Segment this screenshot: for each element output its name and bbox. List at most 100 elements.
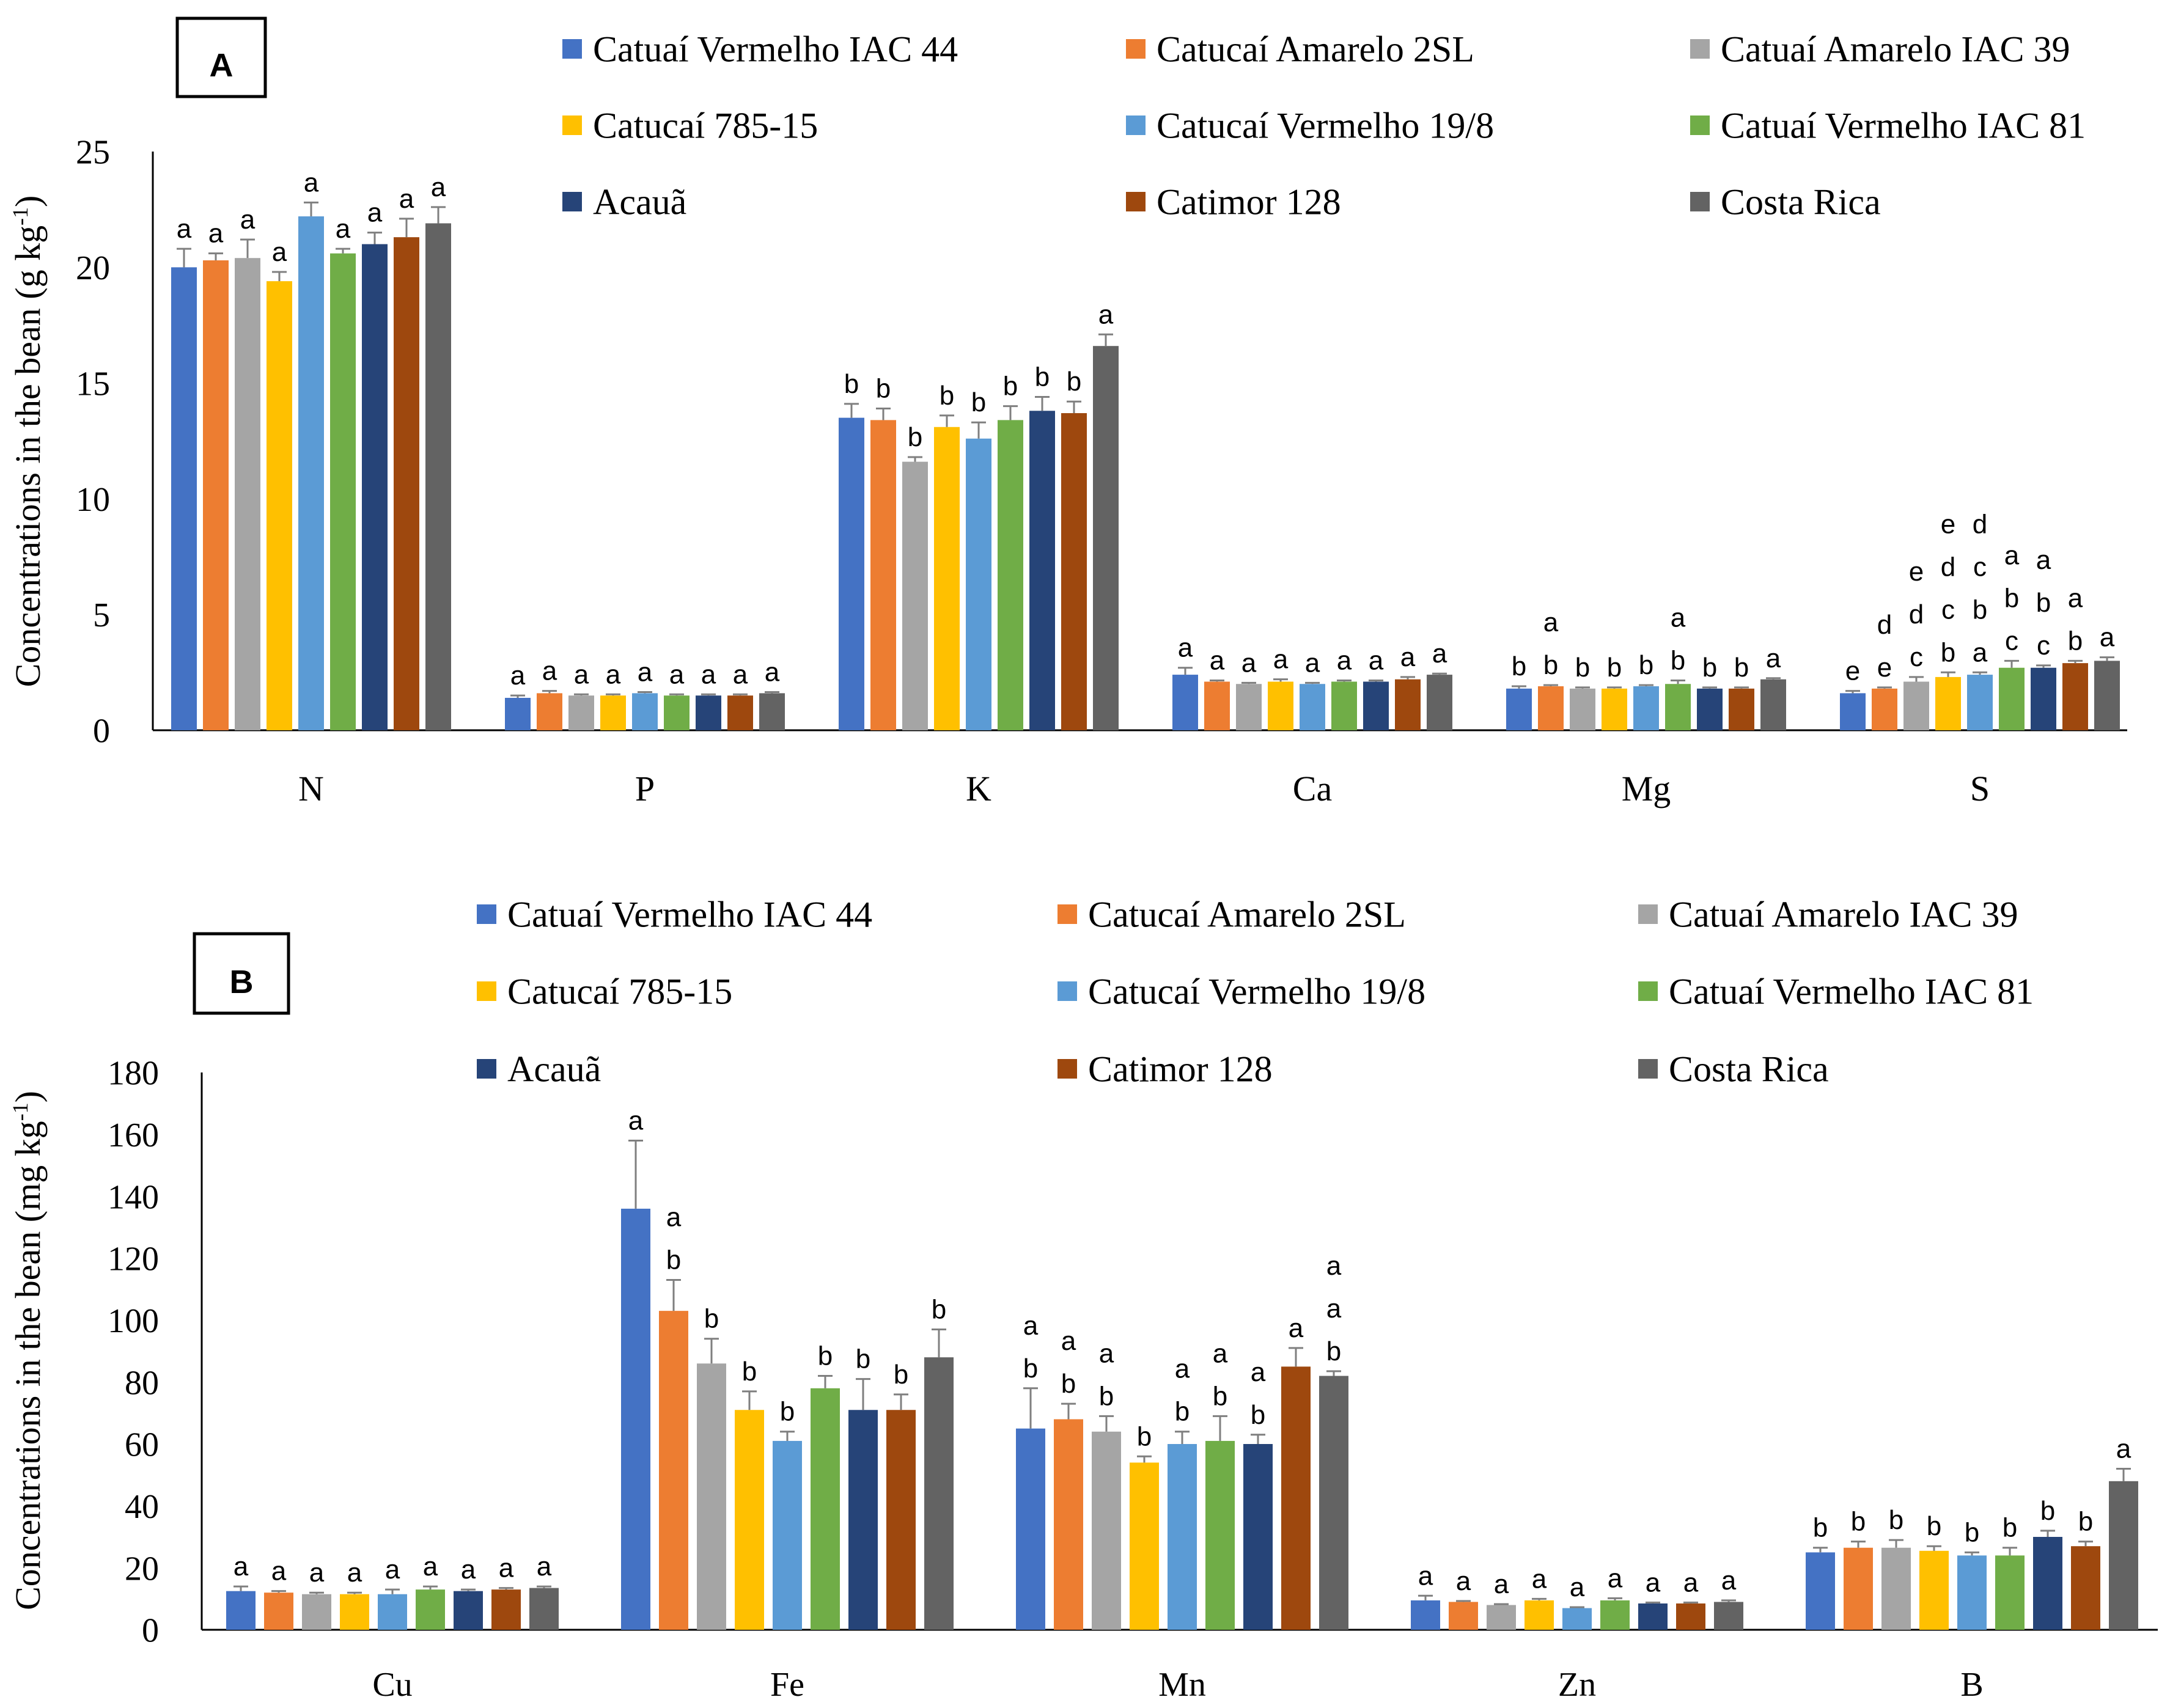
significance-label-s-costa-rica: a [2100, 623, 2115, 653]
bar-b-catuai-vermelho-iac-44 [1806, 1552, 1835, 1630]
significance-label-mg-catucai-amarelo-2sl: ba [1543, 607, 1559, 680]
legend-entry-catuai-vermelho-iac-44: Catuaí Vermelho IAC 44 [507, 894, 872, 934]
significance-label-p-catuai-vermelho-iac-81: a [669, 659, 685, 689]
significance-label-cu-acaua: a [461, 1555, 476, 1585]
bar-p-costa-rica [759, 693, 785, 730]
bar-b-catucai-vermelho-19-8 [1957, 1555, 1987, 1630]
bar-zn-catucai-amarelo-2sl [1449, 1602, 1478, 1630]
bar-zn-catucai-785-15 [1525, 1600, 1554, 1630]
legend-entry-catuai-vermelho-iac-81: Catuaí Vermelho IAC 81 [1721, 105, 2086, 145]
panel-label-box-b [193, 932, 290, 1015]
significance-label-b-catucai-vermelho-19-8: b [1965, 1517, 1979, 1547]
significance-label-ca-catuai-amarelo-iac-39: a [1241, 648, 1257, 678]
legend-entry-catimor-128: Catimor 128 [1088, 1049, 1273, 1089]
significance-label-p-catuai-amarelo-iac-39: a [574, 659, 589, 689]
legend-entry-catuai-vermelho-iac-44: Catuaí Vermelho IAC 44 [593, 29, 958, 69]
significance-label-zn-catucai-vermelho-19-8: a [1570, 1572, 1585, 1602]
significance-label-cu-costa-rica: a [537, 1552, 552, 1582]
legend-entry-costa-rica: Costa Rica [1669, 1049, 1829, 1089]
significance-label-cu-catuai-vermelho-iac-44: a [234, 1552, 249, 1582]
bar-fe-catuai-amarelo-iac-39 [697, 1363, 726, 1630]
significance-label-b-catuai-amarelo-iac-39: b [1889, 1505, 1903, 1535]
bar-ca-catimor-128 [1395, 679, 1421, 730]
significance-label-mg-catuai-vermelho-iac-44: b [1512, 651, 1526, 681]
significance-label-zn-catimor-128: a [1683, 1567, 1699, 1597]
bar-mg-costa-rica [1760, 679, 1786, 730]
y-tick-label-b: 40 [125, 1488, 159, 1526]
significance-label-p-catimor-128: a [733, 659, 748, 689]
significance-label-fe-catuai-vermelho-iac-81: b [818, 1341, 833, 1371]
legend-swatch-acaua [562, 192, 582, 211]
bar-k-catucai-vermelho-19-8 [966, 438, 991, 730]
significance-label-n-catuai-amarelo-iac-39: a [240, 205, 256, 235]
significance-label-k-catimor-128: b [1067, 367, 1081, 397]
significance-label-fe-catucai-amarelo-2sl: ba [666, 1202, 682, 1275]
significance-label-b-catucai-amarelo-2sl: b [1851, 1507, 1866, 1537]
legend-entry-catuai-vermelho-iac-81: Catuaí Vermelho IAC 81 [1669, 971, 2034, 1011]
significance-label-n-catucai-785-15: a [272, 237, 287, 267]
bar-p-catuai-vermelho-iac-81 [664, 695, 690, 730]
bar-s-catuai-amarelo-iac-39 [1903, 681, 1929, 730]
bar-zn-catucai-vermelho-19-8 [1562, 1608, 1592, 1630]
bar-mn-catucai-785-15 [1130, 1462, 1159, 1630]
bar-n-catucai-amarelo-2sl [203, 260, 229, 730]
significance-label-cu-catucai-amarelo-2sl: a [271, 1556, 287, 1586]
y-tick-label-b: 20 [125, 1550, 159, 1588]
significance-label-p-catucai-785-15: a [606, 659, 621, 689]
significance-label-cu-catucai-785-15: a [347, 1558, 362, 1588]
significance-label-p-catuai-vermelho-iac-44: a [510, 661, 526, 691]
bar-ca-catuai-vermelho-iac-81 [1331, 681, 1357, 730]
significance-label-fe-catuai-amarelo-iac-39: b [704, 1304, 719, 1334]
legend-entry-acaua: Acauã [507, 1049, 601, 1089]
bar-s-catucai-vermelho-19-8 [1967, 675, 1993, 730]
legend-swatch-costa-rica [1638, 1059, 1658, 1079]
significance-label-mn-catuai-vermelho-iac-44: ba [1023, 1311, 1039, 1384]
y-axis-label-a: Concentrations in the bean (g kg-1) [8, 196, 48, 687]
legend-entry-catuai-amarelo-iac-39: Catuaí Amarelo IAC 39 [1721, 29, 2070, 69]
y-tick-label-a: 20 [76, 249, 110, 287]
panel-label-box-a [175, 16, 267, 98]
legend-swatch-catimor-128 [1057, 1059, 1077, 1079]
category-label-n: N [298, 769, 324, 808]
significance-label-mg-catimor-128: b [1734, 653, 1749, 683]
bar-fe-catucai-vermelho-19-8 [773, 1440, 802, 1630]
bar-k-catucai-amarelo-2sl [870, 420, 896, 730]
legend-swatch-catuai-amarelo-iac-39 [1638, 904, 1658, 924]
bar-zn-catimor-128 [1676, 1603, 1705, 1630]
panel-label-a: A [210, 47, 234, 84]
legend-swatch-acaua [477, 1059, 496, 1079]
bar-p-catimor-128 [727, 695, 753, 730]
significance-label-ca-catucai-vermelho-19-8: a [1305, 648, 1320, 678]
bar-b-catucai-785-15 [1919, 1550, 1949, 1630]
bar-s-catimor-128 [2062, 663, 2088, 730]
legend-swatch-catimor-128 [1126, 192, 1146, 211]
legend-entry-catuai-amarelo-iac-39: Catuaí Amarelo IAC 39 [1669, 894, 2018, 934]
y-tick-label-b: 140 [108, 1178, 159, 1216]
significance-label-b-catucai-785-15: b [1927, 1511, 1941, 1541]
bar-p-catucai-785-15 [600, 695, 626, 730]
legend-entry-costa-rica: Costa Rica [1721, 181, 1881, 222]
significance-label-k-costa-rica: a [1098, 299, 1114, 329]
y-tick-label-b: 100 [108, 1302, 159, 1340]
significance-label-mg-catucai-785-15: b [1607, 653, 1622, 683]
bar-ca-catucai-785-15 [1268, 681, 1293, 730]
significance-label-n-catuai-vermelho-iac-44: a [177, 214, 192, 244]
bar-p-catuai-vermelho-iac-44 [505, 697, 531, 730]
significance-label-mn-catuai-vermelho-iac-81: ba [1213, 1338, 1228, 1411]
significance-label-zn-catuai-vermelho-iac-81: a [1608, 1563, 1623, 1593]
significance-label-fe-acaua: b [856, 1344, 870, 1374]
significance-label-zn-catucai-amarelo-2sl: a [1456, 1566, 1471, 1596]
legend-swatch-catucai-785-15 [477, 981, 496, 1001]
significance-label-zn-catuai-amarelo-iac-39: a [1494, 1569, 1509, 1599]
legend-entry-catucai-785-15: Catucaí 785-15 [507, 971, 732, 1011]
bar-k-costa-rica [1093, 346, 1119, 730]
significance-label-n-acaua: a [367, 198, 383, 228]
significance-label-k-catucai-vermelho-19-8: b [971, 387, 986, 417]
legend-entry-catucai-785-15: Catucaí 785-15 [593, 105, 818, 145]
significance-label-b-catimor-128: b [2078, 1507, 2093, 1537]
significance-label-fe-costa-rica: b [932, 1295, 946, 1325]
legend-entry-acaua: Acauã [593, 181, 686, 222]
bar-ca-catuai-amarelo-iac-39 [1236, 684, 1262, 730]
bar-cu-catuai-vermelho-iac-44 [226, 1591, 256, 1630]
bar-p-acaua [696, 695, 721, 730]
